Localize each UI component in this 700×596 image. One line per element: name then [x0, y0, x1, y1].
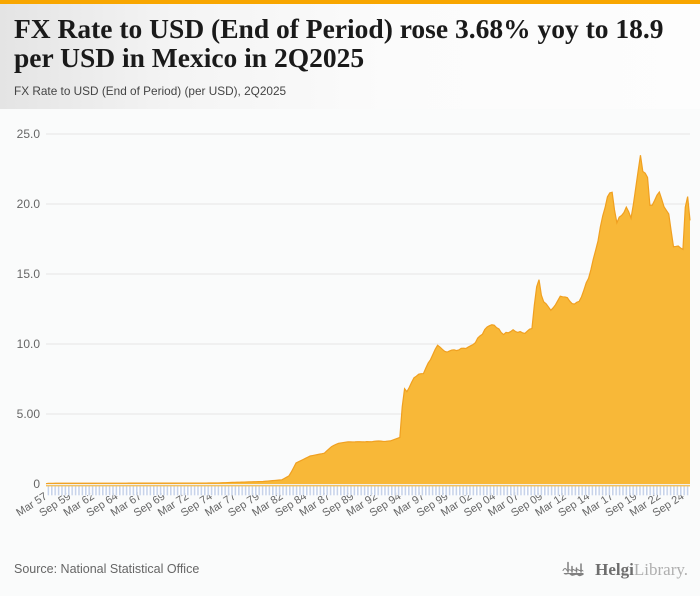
svg-text:0: 0 — [33, 477, 40, 491]
svg-text:5.00: 5.00 — [17, 407, 41, 421]
svg-text:20.0: 20.0 — [17, 197, 41, 211]
svg-text:10.0: 10.0 — [17, 337, 41, 351]
svg-text:15.0: 15.0 — [17, 267, 41, 281]
svg-text:25.0: 25.0 — [17, 127, 41, 141]
